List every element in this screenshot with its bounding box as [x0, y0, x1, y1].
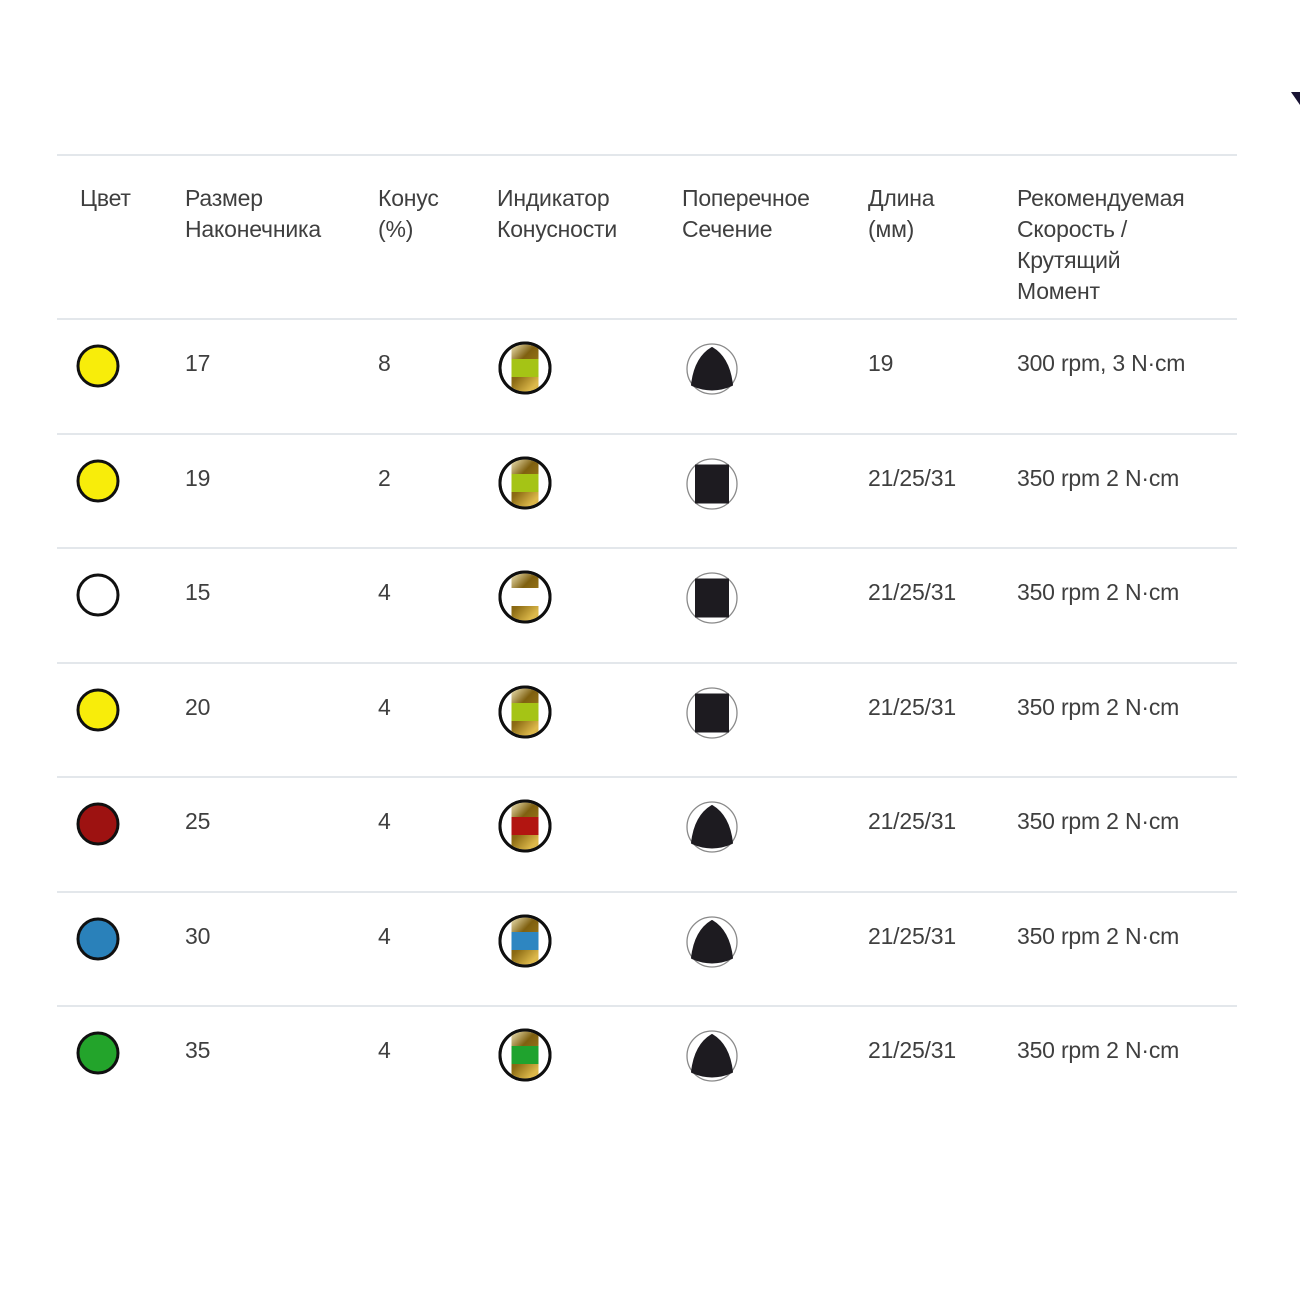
header-length: Длина (мм) [868, 185, 935, 242]
cross-section-triangle-icon [686, 915, 738, 968]
header-tip-size: Размер Наконечника [185, 185, 321, 242]
cross-section-triangle-icon [686, 1030, 738, 1082]
table-row: 20 4 [57, 664, 1237, 778]
speed-value: 300 rpm, 3 N·cm [1017, 350, 1186, 376]
color-dot-icon [76, 688, 120, 731]
cross-section-triangle-icon [686, 801, 738, 853]
tip-size-value: 15 [185, 579, 211, 605]
taper-indicator-icon [498, 685, 552, 738]
files-spec-table: Цвет Размер Наконечника Конус (%) Индика… [57, 154, 1237, 1122]
header-taper-indicator: Индикатор Конусности [497, 185, 618, 242]
cross-section-square-icon [686, 686, 738, 739]
color-dot-icon [76, 917, 120, 960]
tip-size-value: 17 [185, 350, 211, 376]
table-header: Цвет Размер Наконечника Конус (%) Индика… [57, 156, 1237, 320]
header-cross-section: Поперечное Сечение [682, 185, 810, 242]
taper-value: 8 [378, 350, 391, 376]
speed-value: 350 rpm 2 N·cm [1017, 693, 1180, 720]
header-taper: Конус (%) [378, 185, 439, 242]
length-value: 21/25/31 [868, 579, 956, 605]
taper-indicator-icon [498, 341, 552, 395]
color-dot-icon [76, 573, 120, 617]
cross-section-square-icon [686, 457, 738, 510]
taper-indicator-icon [498, 570, 552, 624]
speed-value: 350 rpm 2 N·cm [1017, 808, 1180, 834]
color-dot-icon [76, 1031, 120, 1075]
taper-value: 4 [378, 579, 391, 605]
table-row: 19 2 [57, 435, 1237, 549]
taper-indicator-icon [498, 456, 552, 509]
tip-size-value: 30 [185, 922, 211, 949]
speed-value: 350 rpm 2 N·cm [1017, 1037, 1180, 1063]
cross-section-triangle-icon [686, 343, 738, 395]
table-row: 15 4 [57, 549, 1237, 664]
tip-size-value: 19 [185, 464, 211, 491]
taper-value: 4 [378, 693, 391, 720]
tip-size-value: 25 [185, 808, 211, 834]
header-color: Цвет [80, 185, 131, 211]
speed-value: 350 rpm 2 N·cm [1017, 922, 1180, 949]
edge-artifact-mark [1291, 92, 1300, 105]
length-value: 21/25/31 [868, 808, 956, 834]
length-value: 21/25/31 [868, 1037, 956, 1063]
cross-section-square-icon [686, 572, 738, 624]
speed-value: 350 rpm 2 N·cm [1017, 464, 1180, 491]
header-speed-torque: Рекомендуемая Скорость / Крутящий Момент [1017, 185, 1185, 304]
taper-value: 2 [378, 464, 391, 491]
tip-size-value: 20 [185, 693, 211, 720]
table-row: 30 4 [57, 893, 1237, 1007]
length-value: 21/25/31 [868, 464, 956, 491]
length-value: 21/25/31 [868, 693, 956, 720]
tip-size-value: 35 [185, 1037, 211, 1063]
table-row: 25 4 [57, 778, 1237, 893]
taper-value: 4 [378, 808, 391, 834]
table-row: 17 8 [57, 320, 1237, 435]
table-row: 35 4 [57, 1007, 1237, 1122]
color-dot-icon [76, 344, 120, 388]
color-dot-icon [76, 802, 120, 846]
taper-indicator-icon [498, 799, 552, 853]
color-dot-icon [76, 459, 120, 502]
taper-indicator-icon [498, 1028, 552, 1082]
length-value: 21/25/31 [868, 922, 956, 949]
taper-indicator-icon [498, 914, 552, 967]
taper-value: 4 [378, 1037, 391, 1063]
taper-value: 4 [378, 922, 391, 949]
speed-value: 350 rpm 2 N·cm [1017, 579, 1180, 605]
length-value: 19 [868, 350, 894, 376]
